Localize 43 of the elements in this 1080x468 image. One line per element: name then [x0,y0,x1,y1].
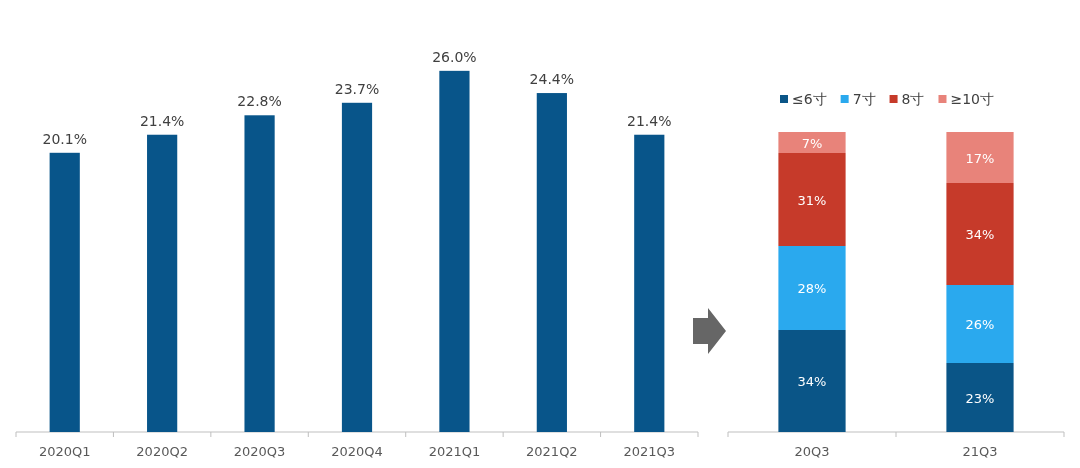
data-label: 31% [797,192,827,208]
data-label: 23.7% [334,80,380,97]
x-tick-label: 2020Q1 [38,444,91,459]
x-tick-label: 2020Q2 [136,444,188,459]
bar [946,183,1014,285]
bar [946,285,1014,363]
data-label: 26.0% [432,48,477,65]
bar [946,363,1014,432]
data-label: 23% [965,390,995,406]
data-label: 20.1% [42,130,87,147]
bar [778,132,846,153]
bar [244,115,275,432]
x-tick-label: 21Q3 [962,444,998,459]
x-tick-label: 2021Q3 [623,444,676,459]
legend-label: 7寸 [852,91,876,107]
data-label: 26% [965,317,995,332]
bar [341,102,373,432]
bar [946,132,1014,183]
x-tick-label: 20Q3 [794,444,830,459]
data-label: 17% [965,150,995,166]
data-label: 28% [797,281,827,296]
bar [778,153,846,246]
legend-label: ≥10寸 [950,91,995,107]
x-tick-label: 2020Q4 [331,444,383,459]
x-tick-label: 2020Q3 [233,444,286,459]
bar [778,330,846,432]
data-label: 24.4% [529,71,575,88]
bar [536,93,567,432]
bar [778,246,846,330]
data-label: 21.4% [627,112,672,129]
bar [147,134,178,432]
data-label: 22.8% [237,93,282,110]
bar [49,152,80,432]
data-label: 21.4% [139,112,185,129]
data-label: 34% [965,227,995,242]
legend-label: 8寸 [901,91,925,107]
x-tick-label: 2021Q2 [526,444,578,459]
x-tick-label: 2021Q1 [428,444,481,459]
data-label: 34% [797,374,827,389]
data-label: 7% [801,135,823,151]
bar [439,70,470,432]
legend-label: ≤6寸 [792,91,827,107]
bar [634,134,665,432]
